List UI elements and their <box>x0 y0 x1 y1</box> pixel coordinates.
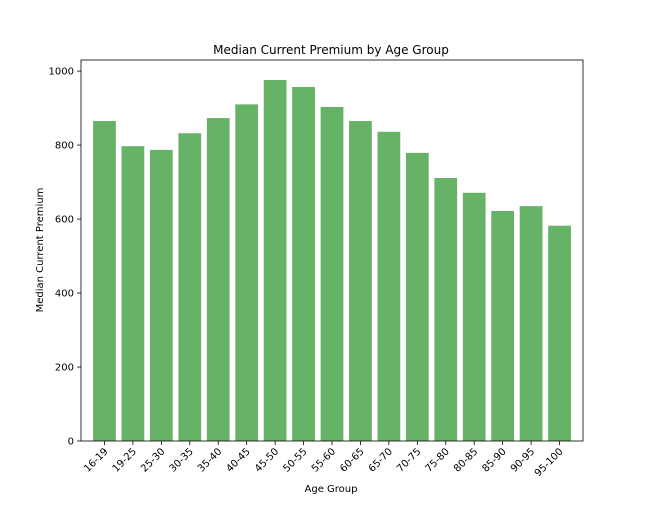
x-tick-label: 30-35 <box>168 446 196 474</box>
x-tick-label: 95-100 <box>533 446 566 479</box>
x-tick-label: 60-65 <box>338 446 366 474</box>
x-axis-label: Age Group <box>305 484 358 495</box>
x-tick-label: 65-70 <box>367 446 395 474</box>
y-axis-label: Median Current Premium <box>35 188 46 313</box>
y-tick-label: 600 <box>55 215 74 226</box>
x-tick-label: 55-60 <box>310 446 338 474</box>
y-tick-label: 800 <box>55 141 74 152</box>
chart-title: Median Current Premium by Age Group <box>213 43 449 57</box>
bar-45-50 <box>263 79 287 441</box>
x-tick-label: 19-25 <box>111 446 139 474</box>
x-tick-label: 25-30 <box>139 446 167 474</box>
bar-85-90 <box>491 210 515 441</box>
y-tick-label: 200 <box>55 363 74 374</box>
x-tick-label: 16-19 <box>82 446 110 474</box>
x-tick-label: 70-75 <box>395 446 423 474</box>
bar-35-40 <box>206 118 230 441</box>
bar-30-35 <box>178 133 202 442</box>
bar-75-80 <box>434 178 458 441</box>
x-tick-label: 40-45 <box>224 446 252 474</box>
x-tick-label: 75-80 <box>424 446 452 474</box>
x-tick-label: 50-55 <box>281 446 309 474</box>
y-tick-label: 0 <box>68 437 74 448</box>
x-tick-label: 85-90 <box>480 446 508 474</box>
bar-16-19 <box>93 121 116 441</box>
x-tick-label: 35-40 <box>196 446 224 474</box>
bar-95-100 <box>548 225 571 441</box>
bar-40-45 <box>235 104 259 441</box>
bar-55-60 <box>320 106 344 441</box>
bar-19-25 <box>121 146 145 441</box>
y-tick-label: 1000 <box>49 67 74 78</box>
y-tick-label: 400 <box>55 289 74 300</box>
bar-65-70 <box>377 131 401 441</box>
bar-70-75 <box>405 152 429 441</box>
x-tick-label: 45-50 <box>253 446 281 474</box>
axes-frame <box>80 59 584 442</box>
bar-90-95 <box>519 206 543 441</box>
bar-50-55 <box>292 87 315 441</box>
bar-80-85 <box>462 192 486 441</box>
x-tick-label: 80-85 <box>452 446 480 474</box>
bar-25-30 <box>149 149 173 441</box>
plot-area: 0 200 400 600 800 1000 16-19 19-25 25-30 30-35 35-… <box>49 59 584 479</box>
bar-60-65 <box>349 121 372 441</box>
